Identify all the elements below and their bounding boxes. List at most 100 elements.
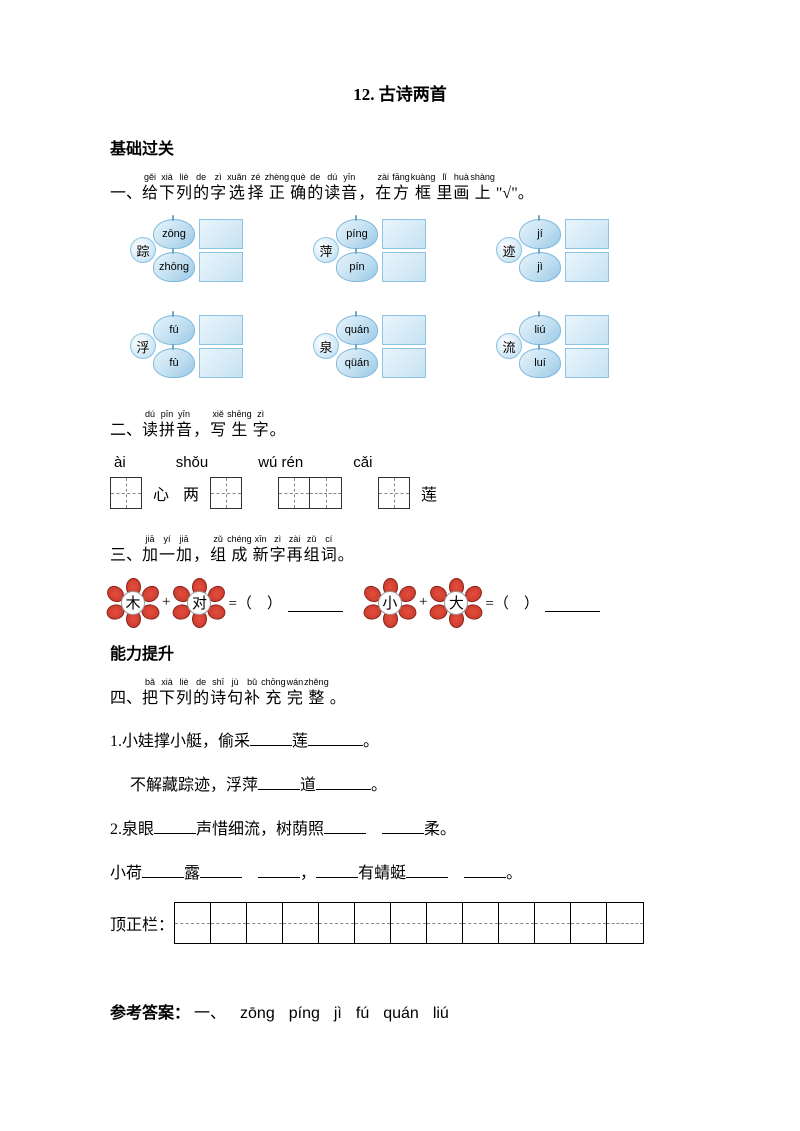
ruby-char: yīn音 [176,410,192,440]
ruby-char: shēng生 [227,410,252,440]
tianzige-box[interactable] [378,477,410,509]
ruby-char: huà画 [453,173,469,203]
ruby-char: xià下 [159,678,175,708]
ruby-char: zài在 [375,173,391,203]
tianzige-box[interactable] [310,477,342,509]
q2-pinyin: ài [114,454,126,471]
q2-pinyin-row: ài shǒu wú rén cǎi [114,454,690,471]
answer-blank[interactable] [545,594,600,612]
pinyin-choice-group: 踪zōngzhōng [130,217,243,283]
checkbox[interactable] [382,348,426,378]
answer-blank[interactable] [200,860,242,878]
pinyin-option: zōng [153,219,195,249]
tianzige-box[interactable] [278,477,310,509]
ruby-char: zé择 [248,173,264,203]
ruby-char: xiě写 [210,410,226,440]
ruby-char: zhěng整 [304,678,329,708]
char-circle: 流 [496,333,522,359]
ruby-char: yí一 [159,535,175,565]
ruby-char: zài再 [287,535,303,565]
ruby-char: jiā加 [176,535,192,565]
ruby-char: què确 [290,173,306,203]
q1-suffix: "√"。 [496,184,534,203]
pinyin-choice-group: 迹jíjì [496,217,609,283]
pinyin-option: zhōng [153,252,195,282]
q3-flower-row: 木 + 对 =（ ） 小 + 大 =（ ） [110,580,690,626]
ruby-char: wán完 [287,678,304,708]
checkbox[interactable] [199,315,243,345]
ability-label: 能力提升 [110,640,690,664]
answer-blank[interactable] [250,728,292,746]
flower-icon: 大 [433,580,479,626]
checkbox[interactable] [199,219,243,249]
ruby-char: zì字 [210,173,226,203]
checkbox[interactable] [199,252,243,282]
q2-word: 莲 [421,481,437,505]
ruby-char: zhèng正 [265,173,290,203]
q2-pinyin: cǎi [353,454,372,471]
ruby-char: zì字 [270,535,286,565]
ruby-char: zǔ组 [304,535,320,565]
checkbox[interactable] [565,348,609,378]
q4-line1: 1.小娃撑小艇，偷采莲。 [110,722,690,762]
answer-blank[interactable] [142,860,184,878]
checkbox[interactable] [382,315,426,345]
answer-blank[interactable] [288,594,343,612]
answer-blank[interactable] [316,860,358,878]
pinyin-option: fú [153,315,195,345]
pinyin-choice-group: 浮fúfù [130,313,243,379]
tianzige-box[interactable] [110,477,142,509]
answer-blank[interactable] [464,860,506,878]
ruby-char: jiā加 [142,535,158,565]
ruby-char: xīn新 [253,535,269,565]
answer-blank[interactable] [406,860,448,878]
answer-blank[interactable] [316,772,371,790]
checkbox[interactable] [565,252,609,282]
ruby-char: de的 [307,173,323,203]
answer-blank[interactable] [258,772,300,790]
ruby-char: shàng上 [470,173,495,203]
ruby-char: dú读 [142,410,158,440]
ruby-char: de的 [193,678,209,708]
ruby-char: liè列 [176,173,192,203]
answer-item: jì [334,1005,342,1022]
answer-blank[interactable] [308,728,363,746]
ruby-char: chéng成 [227,535,252,565]
checkbox[interactable] [382,219,426,249]
checkbox[interactable] [382,252,426,282]
q1-heading: 一、 gěi给xià下liè列de的zì字xuǎn选zé择zhèng正què确d… [110,167,690,203]
checkbox[interactable] [199,348,243,378]
flower-icon: 对 [176,580,222,626]
answer-blank[interactable] [382,816,424,834]
char-circle: 泉 [313,333,339,359]
answer-item: fú [356,1005,369,1022]
ruby-char: 。 [330,678,346,708]
answer-item: zōng [240,1005,275,1022]
q3-heading: 三、 jiā加yí一jiā加 ，zǔ组chéng成xīn新zì字zài再zǔ组c… [110,529,690,565]
q2-word: 两 [183,481,199,505]
tianzige-box[interactable] [210,477,242,509]
checkbox[interactable] [565,219,609,249]
answer-blank[interactable] [258,860,300,878]
flower-char: 大 [444,591,468,615]
ruby-char: bǔ补 [244,678,260,708]
checkbox[interactable] [565,315,609,345]
answer-blank[interactable] [154,816,196,834]
ruby-char: xuǎn选 [227,173,247,203]
char-circle: 浮 [130,333,156,359]
ruby-char: zì字 [253,410,269,440]
q4-line3: 2.泉眼声惜细流，树荫照 柔。 [110,810,690,850]
q4-line2: 不解藏踪迹，浮萍道。 [110,766,690,806]
correction-grid[interactable] [174,902,644,944]
ruby-char: ， [193,535,209,565]
answer-label: 参考答案： [110,1005,190,1022]
ruby-char: xià下 [159,173,175,203]
answer-item: quán [383,1005,419,1022]
ruby-char: bǎ把 [142,678,158,708]
ruby-char: de的 [193,173,209,203]
answer-blank[interactable] [324,816,366,834]
ruby-char: jù句 [227,678,243,708]
pinyin-option: jì [519,252,561,282]
ruby-char: gěi给 [142,173,158,203]
pinyin-option: jí [519,219,561,249]
